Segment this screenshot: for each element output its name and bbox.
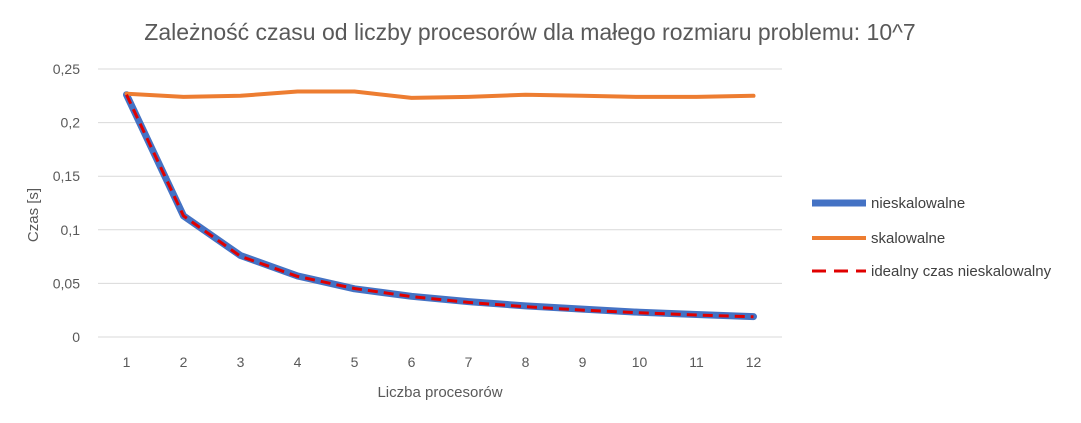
legend-label: idealny czas nieskalowalny xyxy=(871,263,1052,280)
y-tick-label: 0,15 xyxy=(53,168,80,184)
legend-label: nieskalowalne xyxy=(871,195,965,212)
legend: nieskalowalne skalowalne idealny czas nies… xyxy=(812,195,1052,280)
x-axis-label: Liczba procesorów xyxy=(377,384,502,401)
gridlines xyxy=(98,68,782,338)
y-axis-ticks: 0 0,05 0,1 0,15 0,2 0,25 xyxy=(53,61,80,345)
legend-label: skalowalne xyxy=(871,230,945,247)
series-lines xyxy=(123,89,757,321)
x-tick-label: 7 xyxy=(465,354,473,370)
y-tick-label: 0,05 xyxy=(53,275,80,291)
series-line-skalowalne xyxy=(124,89,756,100)
chart-title: Zależność czasu od liczby procesorów dla… xyxy=(144,19,915,45)
x-tick-label: 9 xyxy=(579,354,587,370)
x-tick-label: 4 xyxy=(294,354,302,370)
x-tick-label: 12 xyxy=(746,354,762,370)
x-tick-label: 5 xyxy=(351,354,359,370)
x-tick-label: 3 xyxy=(237,354,245,370)
y-tick-label: 0 xyxy=(72,329,80,345)
y-tick-label: 0,2 xyxy=(61,115,81,131)
x-tick-label: 6 xyxy=(408,354,416,370)
x-tick-label: 10 xyxy=(632,354,648,370)
series-line-idealny-czas-nieskalowalny xyxy=(125,94,754,319)
x-tick-label: 11 xyxy=(689,354,704,370)
y-axis-label: Czas [s] xyxy=(25,188,42,242)
x-tick-label: 1 xyxy=(123,354,131,370)
y-tick-label: 0,25 xyxy=(53,61,80,77)
y-tick-label: 0,1 xyxy=(61,222,81,238)
x-axis-ticks: 1 2 3 4 5 6 7 8 9 10 11 12 xyxy=(123,354,762,370)
x-tick-label: 2 xyxy=(180,354,188,370)
x-tick-label: 8 xyxy=(522,354,530,370)
